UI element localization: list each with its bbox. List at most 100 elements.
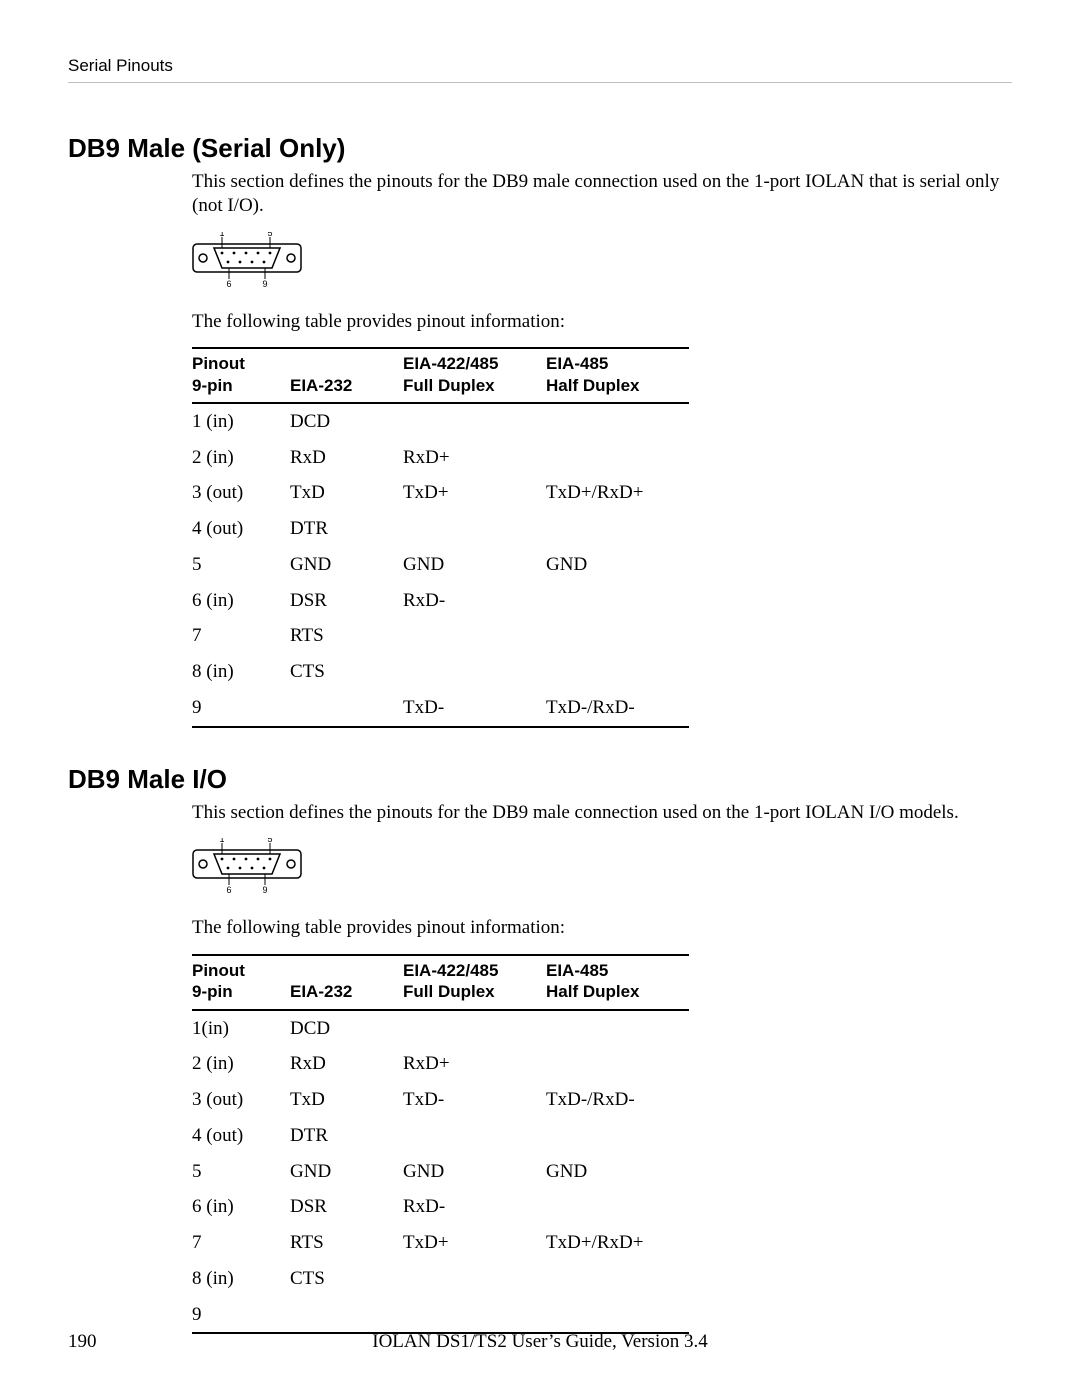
cell-pin: 9 bbox=[192, 1297, 290, 1334]
table-row: 3 (out) TxD TxD- TxD-/RxD- bbox=[192, 1082, 689, 1118]
svg-text:9: 9 bbox=[262, 885, 267, 894]
page: Serial Pinouts DB9 Male (Serial Only) Th… bbox=[0, 0, 1080, 1397]
db9-connector-icon: 1 5 6 9 bbox=[192, 232, 302, 288]
cell-full: TxD+ bbox=[403, 1225, 546, 1261]
cell-half: TxD-/RxD- bbox=[546, 690, 689, 727]
section-heading: DB9 Male I/O bbox=[68, 764, 1012, 795]
cell-232: GND bbox=[290, 547, 403, 583]
running-head: Serial Pinouts bbox=[68, 56, 1012, 76]
cell-232: DCD bbox=[290, 1010, 403, 1047]
pinout-table: Pinout9-pin EIA-232 EIA-422/485Full Dupl… bbox=[192, 347, 689, 727]
table-row: 2 (in) RxD RxD+ bbox=[192, 1046, 689, 1082]
table-row: 2 (in) RxD RxD+ bbox=[192, 440, 689, 476]
cell-232 bbox=[290, 690, 403, 727]
cell-pin: 3 (out) bbox=[192, 1082, 290, 1118]
cell-half bbox=[546, 618, 689, 654]
cell-full bbox=[403, 1118, 546, 1154]
cell-232: RxD bbox=[290, 1046, 403, 1082]
cell-pin: 2 (in) bbox=[192, 440, 290, 476]
cell-half: GND bbox=[546, 1154, 689, 1190]
cell-232: RTS bbox=[290, 618, 403, 654]
table-row: 1(in) DCD bbox=[192, 1010, 689, 1047]
cell-half bbox=[546, 1297, 689, 1334]
svg-text:1: 1 bbox=[219, 232, 224, 238]
cell-pin: 5 bbox=[192, 1154, 290, 1190]
cell-full: RxD+ bbox=[403, 440, 546, 476]
cell-half bbox=[546, 1118, 689, 1154]
th-half: EIA-485Half Duplex bbox=[546, 955, 689, 1010]
header-rule bbox=[68, 82, 1012, 83]
table-row: 1 (in) DCD bbox=[192, 403, 689, 440]
cell-full: TxD- bbox=[403, 1082, 546, 1118]
section-intro: This section defines the pinouts for the… bbox=[192, 801, 1012, 825]
table-intro: The following table provides pinout info… bbox=[192, 916, 1012, 940]
svg-text:1: 1 bbox=[219, 838, 224, 844]
table-row: 4 (out) DTR bbox=[192, 511, 689, 547]
cell-pin: 7 bbox=[192, 1225, 290, 1261]
table-row: 9 TxD- TxD-/RxD- bbox=[192, 690, 689, 727]
cell-full bbox=[403, 511, 546, 547]
cell-pin: 2 (in) bbox=[192, 1046, 290, 1082]
section-body: This section defines the pinouts for the… bbox=[192, 801, 1012, 1335]
page-footer: IOLAN DS1/TS2 User’s Guide, Version 3.4 … bbox=[68, 1331, 1012, 1353]
th-full: EIA-422/485Full Duplex bbox=[403, 348, 546, 403]
cell-pin: 1(in) bbox=[192, 1010, 290, 1047]
cell-pin: 8 (in) bbox=[192, 654, 290, 690]
cell-full: GND bbox=[403, 547, 546, 583]
cell-half bbox=[546, 440, 689, 476]
cell-232: GND bbox=[290, 1154, 403, 1190]
section-body: This section defines the pinouts for the… bbox=[192, 170, 1012, 728]
cell-half: TxD-/RxD- bbox=[546, 1082, 689, 1118]
cell-232: CTS bbox=[290, 654, 403, 690]
cell-232 bbox=[290, 1297, 403, 1334]
th-pin: Pinout9-pin bbox=[192, 955, 290, 1010]
cell-full: RxD- bbox=[403, 583, 546, 619]
cell-232: DTR bbox=[290, 1118, 403, 1154]
cell-pin: 6 (in) bbox=[192, 1189, 290, 1225]
cell-half: TxD+/RxD+ bbox=[546, 1225, 689, 1261]
cell-232: RxD bbox=[290, 440, 403, 476]
cell-full bbox=[403, 1297, 546, 1334]
cell-pin: 4 (out) bbox=[192, 511, 290, 547]
table-row: 4 (out) DTR bbox=[192, 1118, 689, 1154]
table-row: 7 RTS TxD+ TxD+/RxD+ bbox=[192, 1225, 689, 1261]
cell-full bbox=[403, 618, 546, 654]
footer-title: IOLAN DS1/TS2 User’s Guide, Version 3.4 bbox=[68, 1331, 1012, 1353]
cell-232: CTS bbox=[290, 1261, 403, 1297]
cell-full: RxD+ bbox=[403, 1046, 546, 1082]
th-full: EIA-422/485Full Duplex bbox=[403, 955, 546, 1010]
cell-232: DTR bbox=[290, 511, 403, 547]
cell-half: GND bbox=[546, 547, 689, 583]
cell-full bbox=[403, 403, 546, 440]
cell-half bbox=[546, 511, 689, 547]
table-row: 8 (in) CTS bbox=[192, 1261, 689, 1297]
cell-half bbox=[546, 583, 689, 619]
cell-full: TxD- bbox=[403, 690, 546, 727]
cell-pin: 6 (in) bbox=[192, 583, 290, 619]
cell-pin: 1 (in) bbox=[192, 403, 290, 440]
th-232: EIA-232 bbox=[290, 955, 403, 1010]
table-intro: The following table provides pinout info… bbox=[192, 310, 1012, 334]
cell-full: GND bbox=[403, 1154, 546, 1190]
table-row: 8 (in) CTS bbox=[192, 654, 689, 690]
cell-full: TxD+ bbox=[403, 475, 546, 511]
svg-text:6: 6 bbox=[226, 885, 231, 894]
cell-pin: 5 bbox=[192, 547, 290, 583]
cell-half bbox=[546, 403, 689, 440]
table-row: 9 bbox=[192, 1297, 689, 1334]
section-heading: DB9 Male (Serial Only) bbox=[68, 133, 1012, 164]
table-row: 6 (in) DSR RxD- bbox=[192, 583, 689, 619]
cell-half: TxD+/RxD+ bbox=[546, 475, 689, 511]
cell-232: RTS bbox=[290, 1225, 403, 1261]
section-intro: This section defines the pinouts for the… bbox=[192, 170, 1012, 218]
table-row: 7 RTS bbox=[192, 618, 689, 654]
cell-half bbox=[546, 654, 689, 690]
cell-pin: 7 bbox=[192, 618, 290, 654]
cell-full bbox=[403, 1010, 546, 1047]
cell-full: RxD- bbox=[403, 1189, 546, 1225]
th-pin: Pinout9-pin bbox=[192, 348, 290, 403]
cell-half bbox=[546, 1189, 689, 1225]
db9-connector-icon: 1 5 6 9 bbox=[192, 838, 302, 894]
cell-half bbox=[546, 1010, 689, 1047]
cell-full bbox=[403, 654, 546, 690]
